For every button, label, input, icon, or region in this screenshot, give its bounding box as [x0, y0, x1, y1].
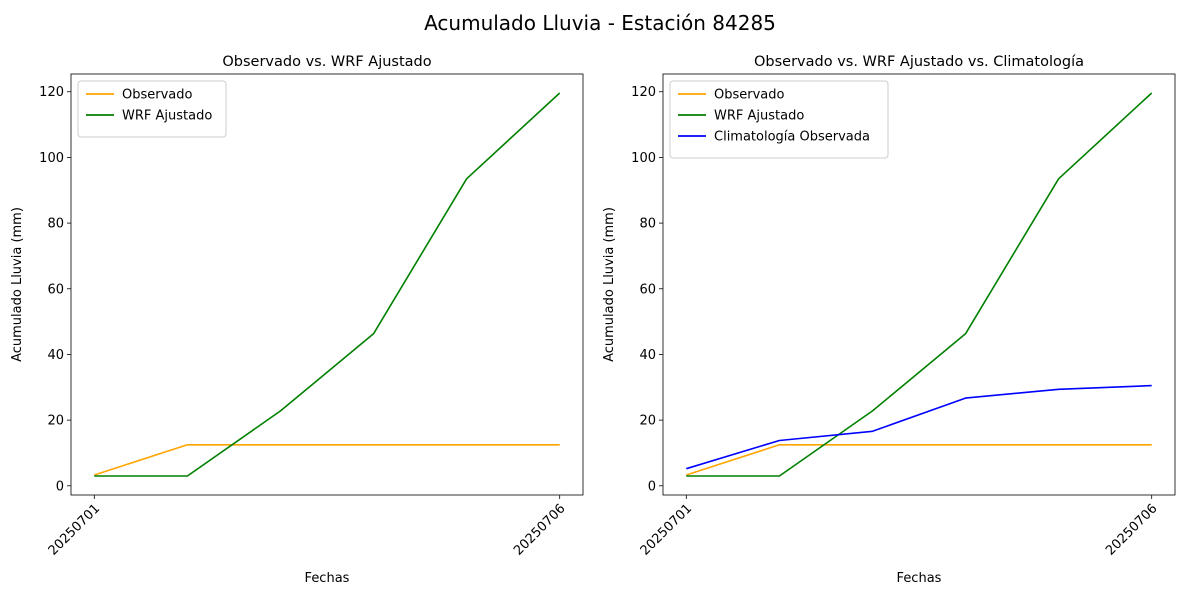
legend-label: Observado [122, 88, 193, 103]
plots-area: Observado vs. WRF Ajustado 0 20 40 60 80 100 12… [10, 54, 1176, 586]
legend: Observado WRF Ajustado Climatología Observ… [669, 80, 889, 159]
y-tick-label: 0 [648, 479, 656, 494]
series-line-climatolog-a-observada [686, 384, 1152, 470]
x-axis-label: Fechas [305, 571, 350, 586]
chart-1: Observado vs. WRF Ajustado 0 20 40 60 80 100 12… [10, 54, 584, 586]
y-tick-label: 0 [56, 479, 64, 494]
series-line-wrf-ajustado [94, 92, 561, 477]
series-line-wrf-ajustado [686, 92, 1153, 477]
legend-label: Observado [714, 88, 785, 103]
y-tick-label: 40 [47, 348, 64, 363]
x-tick-label: 20250701 [46, 501, 103, 558]
plot-frame [70, 73, 584, 496]
x-tick-label: 20250706 [1103, 501, 1160, 558]
x-tick-label: 20250701 [638, 501, 695, 558]
chart-title: Observado vs. WRF Ajustado vs. Climatolo… [754, 54, 1084, 70]
y-tick-label: 20 [47, 414, 64, 429]
legend-label: WRF Ajustado [122, 109, 212, 124]
y-tick-label: 60 [639, 282, 656, 297]
y-axis-label: Acumulado Lluvia (mm) [10, 207, 25, 362]
legend-label: WRF Ajustado [714, 109, 804, 124]
y-tick-label: 100 [39, 151, 64, 166]
x-tick-label: 20250706 [511, 501, 568, 558]
y-tick-label: 80 [47, 217, 64, 232]
y-tick-label: 80 [639, 217, 656, 232]
legend-box [669, 80, 889, 159]
legend-box [77, 80, 227, 138]
y-tick-label: 120 [631, 85, 656, 100]
series-line-observado [686, 443, 1152, 476]
y-tick-label: 40 [639, 348, 656, 363]
x-axis-label: Fechas [897, 571, 942, 586]
legend: Observado WRF Ajustado [77, 80, 227, 138]
y-tick-label: 20 [639, 414, 656, 429]
figure-title: Acumulado Lluvia - Estación 84285 [424, 11, 776, 35]
chart-title: Observado vs. WRF Ajustado [222, 54, 431, 70]
y-tick-label: 100 [631, 151, 656, 166]
y-tick-label: 120 [39, 85, 64, 100]
y-axis-label: Acumulado Lluvia (mm) [602, 207, 617, 362]
series-line-observado [94, 443, 560, 476]
legend-label: Climatología Observada [714, 130, 870, 145]
chart-2: Observado vs. WRF Ajustado vs. Climatolo… [602, 54, 1176, 586]
plot-frame [662, 73, 1176, 496]
y-tick-label: 60 [47, 282, 64, 297]
